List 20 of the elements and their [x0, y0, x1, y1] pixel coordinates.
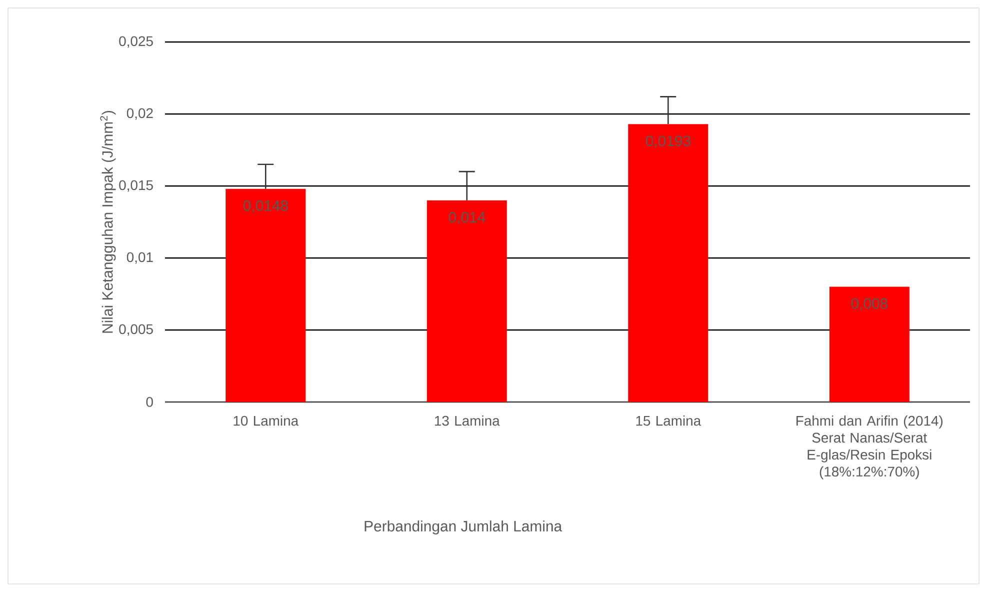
- data-label: 0,0148: [243, 200, 288, 213]
- y-axis-title: Nilai Ketangguhan Impak (J/mm$^{2}$): [100, 110, 116, 333]
- x-axis-title: Perbandingan Jumlah Lamina: [364, 520, 562, 534]
- y-tick-label: 0,005: [119, 324, 153, 336]
- bar: [829, 286, 910, 402]
- x-tick-label: Fahmi dan Arifin (2014) Serat Nanas/Serat E-glas/Resin Epoksi (18%:12%:70%): [796, 416, 943, 480]
- x-tick-label: 10 Lamina: [234, 416, 299, 426]
- y-tick-label: 0: [146, 397, 153, 407]
- data-label: 0,008: [851, 298, 888, 311]
- y-tick-label: 0,01: [126, 252, 153, 264]
- x-tick-label: 13 Lamina: [434, 416, 500, 426]
- y-tick-label: 0,025: [119, 36, 153, 48]
- bar: [426, 200, 507, 402]
- y-tick-label: 0,02: [126, 108, 153, 120]
- data-label: 0,0193: [646, 136, 690, 148]
- bar: [628, 124, 708, 402]
- data-label: 0,014: [448, 212, 486, 224]
- bar: [226, 188, 306, 402]
- x-tick-label: 15 Lamina: [636, 416, 702, 426]
- y-tick-label: 0,015: [119, 180, 153, 192]
